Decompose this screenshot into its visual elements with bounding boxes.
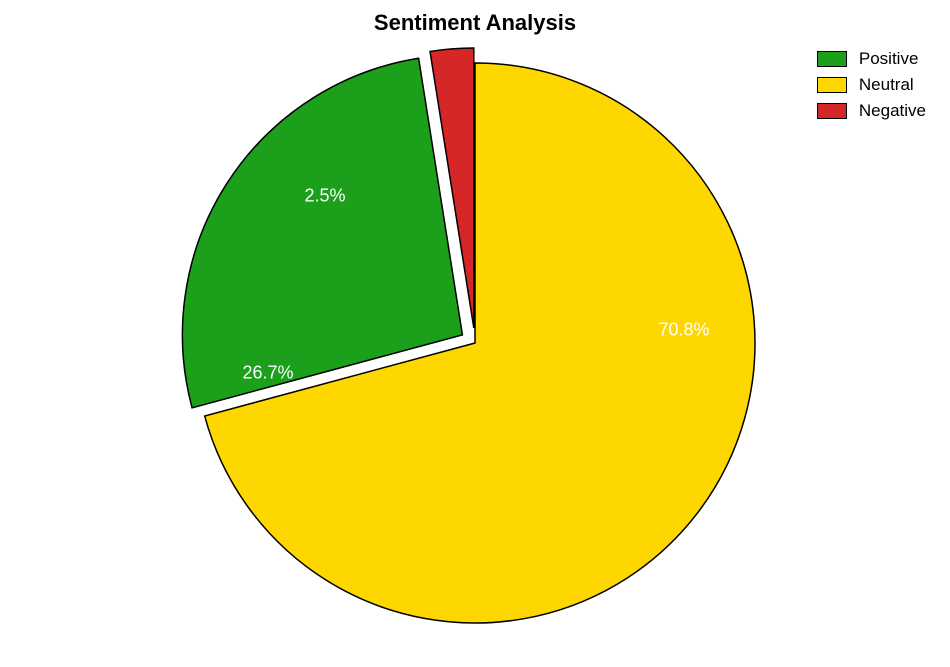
legend: Positive Neutral Negative (817, 48, 926, 126)
sentiment-pie-chart: Sentiment Analysis Positive Neutral Negati… (0, 0, 950, 662)
legend-swatch (817, 77, 847, 93)
pie-slice-positive (182, 58, 462, 408)
legend-label: Negative (859, 101, 926, 121)
chart-title: Sentiment Analysis (0, 10, 950, 36)
pie-svg (0, 0, 950, 662)
slice-label-neutral: 70.8% (658, 320, 709, 341)
legend-item-negative: Negative (817, 100, 926, 122)
slice-label-positive: 26.7% (242, 363, 293, 384)
legend-item-neutral: Neutral (817, 74, 926, 96)
legend-swatch (817, 103, 847, 119)
slice-label-negative: 2.5% (304, 186, 345, 207)
legend-label: Positive (859, 49, 919, 69)
legend-swatch (817, 51, 847, 67)
legend-label: Neutral (859, 75, 914, 95)
legend-item-positive: Positive (817, 48, 926, 70)
